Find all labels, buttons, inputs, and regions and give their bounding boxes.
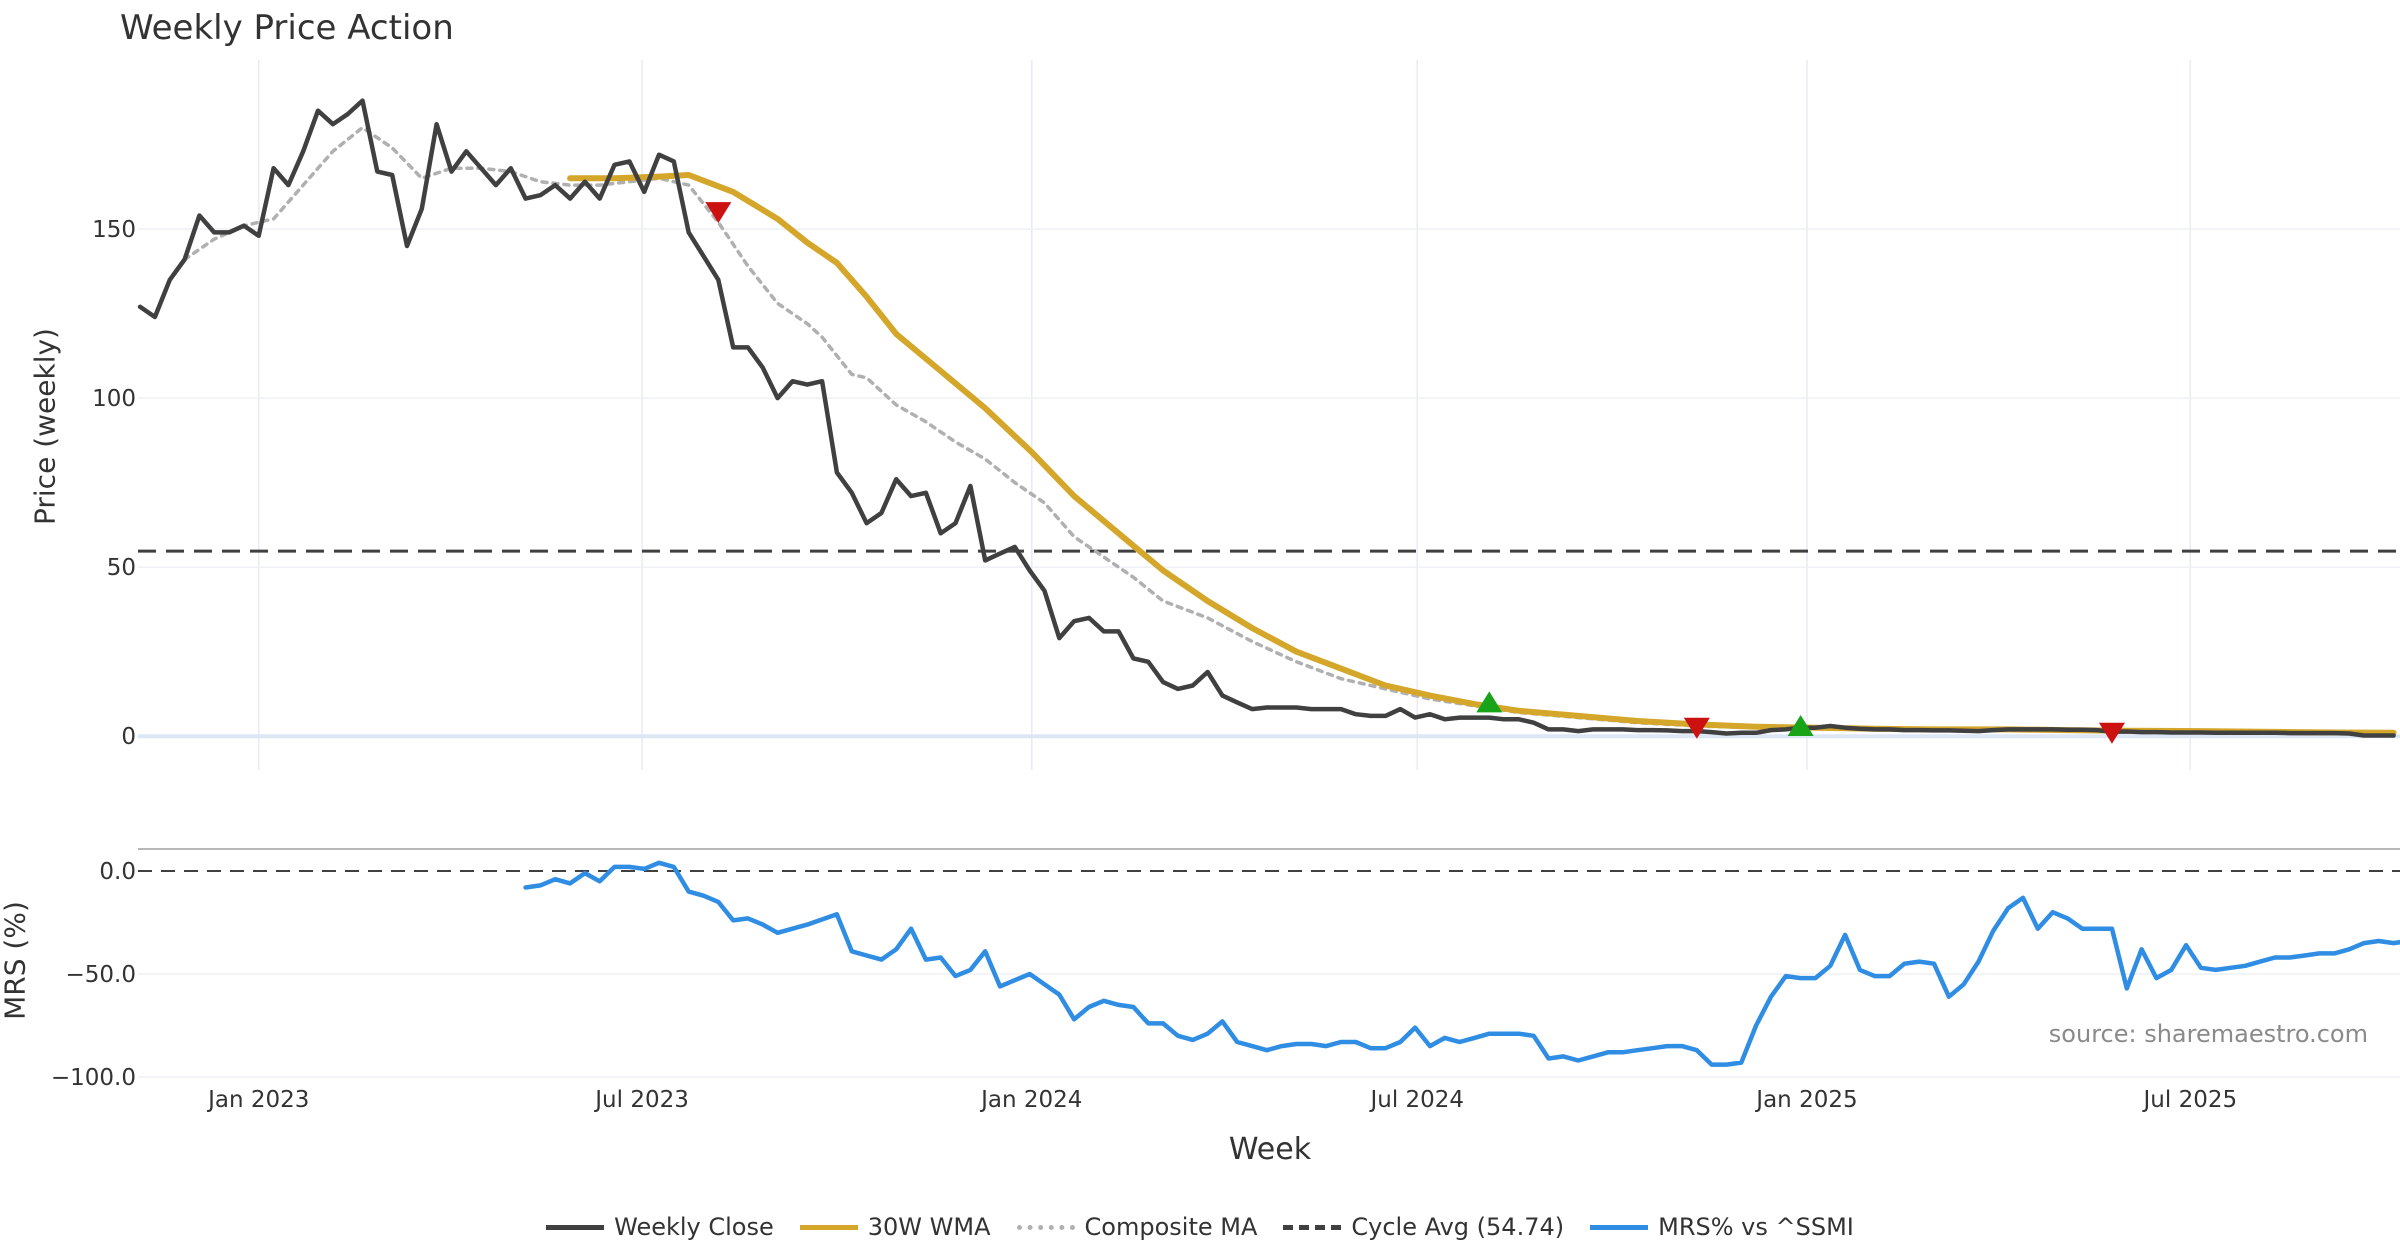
series-30w-wma	[567, 172, 2397, 736]
series-composite-ma	[182, 125, 2396, 735]
legend-label: MRS% vs ^SSMI	[1658, 1213, 1854, 1241]
legend-item-cycle-avg[interactable]: Cycle Avg (54.74)	[1283, 1213, 1564, 1241]
mrs-tick-label: 0.0	[99, 859, 136, 885]
legend-item-30w-wma[interactable]: 30W WMA	[799, 1213, 991, 1241]
legend-swatch	[1283, 1224, 1342, 1230]
mrs-tick-label: −50.0	[66, 962, 136, 988]
x-tick-label: Jan 2025	[1754, 1087, 1857, 1113]
mrs-tick-label: −100.0	[51, 1065, 136, 1091]
y-tick-label: 0	[121, 724, 136, 750]
buy-signal-marker	[1476, 691, 1503, 713]
series-weekly-close	[137, 98, 2396, 738]
y-tick-label: 100	[92, 386, 136, 412]
mrs-axis-label: MRS (%)	[0, 901, 32, 1020]
legend-swatch	[1016, 1224, 1075, 1230]
chart-title: Weekly Price Action	[120, 8, 454, 48]
x-tick-label: Jul 2024	[1368, 1087, 1464, 1113]
sell-signal-marker	[2098, 722, 2125, 744]
legend-label: 30W WMA	[867, 1213, 991, 1241]
legend-label: Composite MA	[1084, 1213, 1258, 1241]
series-mrs-vs-ssmi	[523, 860, 2400, 1067]
buy-signal-marker	[1787, 715, 1814, 737]
legend-swatch	[799, 1224, 858, 1230]
y-tick-label: 150	[92, 217, 136, 243]
price-axis-label: Price (weekly)	[28, 328, 62, 525]
x-tick-label: Jan 2024	[979, 1087, 1082, 1113]
legend-item-mrs[interactable]: MRS% vs ^SSMI	[1590, 1213, 1854, 1241]
x-axis-label: Week	[1228, 1132, 1312, 1167]
y-tick-label: 50	[107, 555, 136, 581]
legend-swatch	[546, 1224, 605, 1230]
legend-label: Weekly Close	[614, 1213, 774, 1241]
x-tick-label: Jul 2023	[593, 1087, 689, 1113]
source-note: source: sharemaestro.com	[2048, 1020, 2368, 1048]
sell-signal-marker	[705, 202, 732, 224]
legend-label: Cycle Avg (54.74)	[1351, 1213, 1565, 1241]
legend-swatch	[1590, 1224, 1649, 1230]
legend: Weekly Close 30W WMA Composite MA Cycle …	[0, 1213, 2400, 1241]
legend-item-composite-ma[interactable]: Composite MA	[1016, 1213, 1258, 1241]
legend-item-weekly-close[interactable]: Weekly Close	[546, 1213, 774, 1241]
x-tick-label: Jul 2025	[2142, 1087, 2238, 1113]
sell-signal-marker	[1683, 717, 1710, 739]
x-tick-label: Jan 2023	[206, 1087, 309, 1113]
